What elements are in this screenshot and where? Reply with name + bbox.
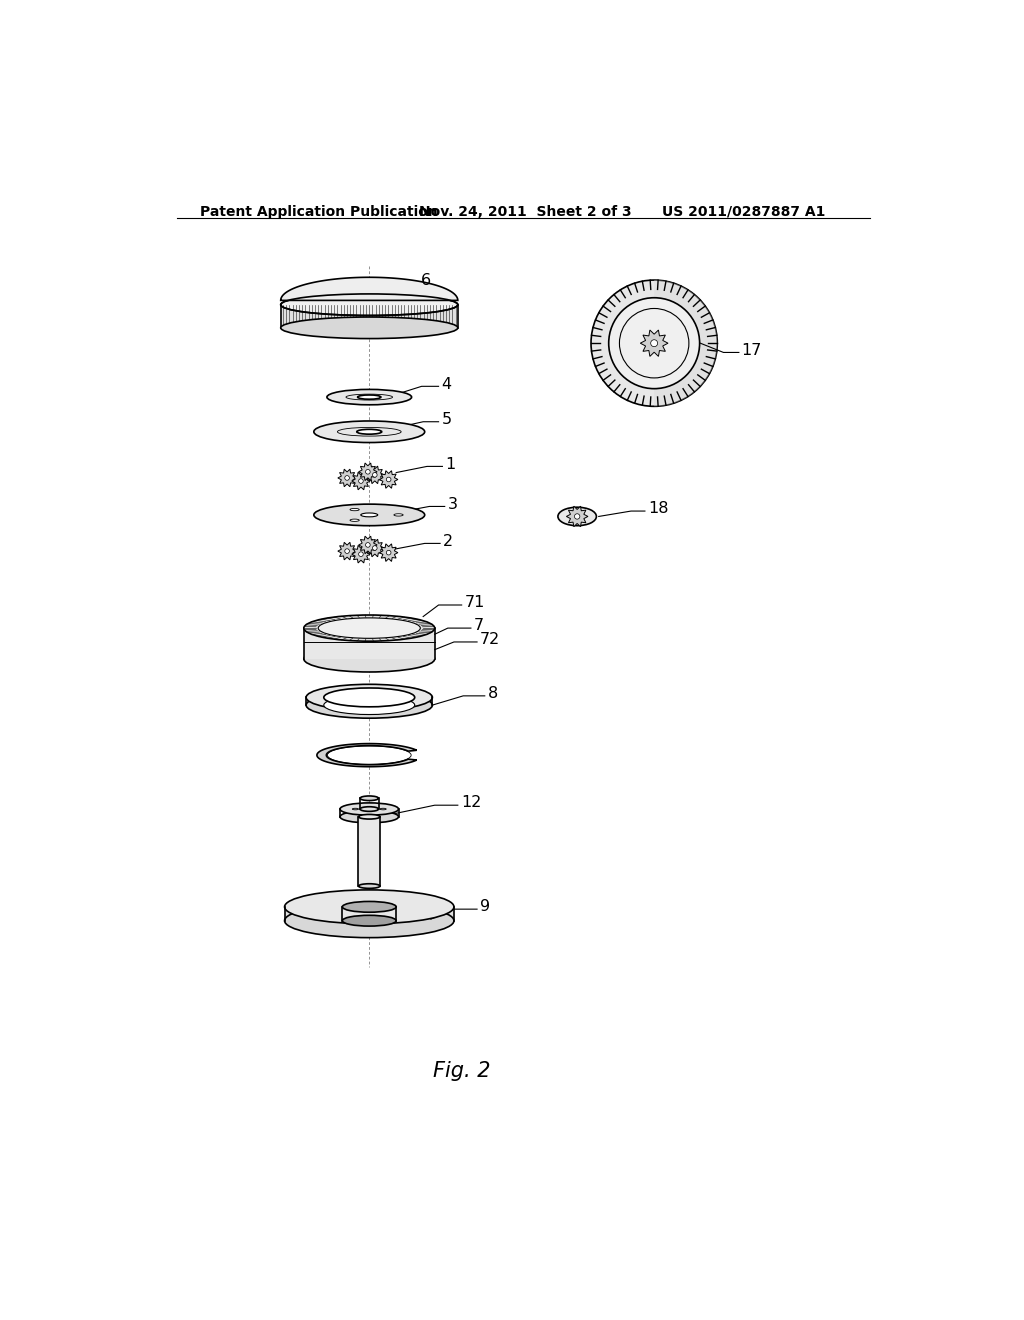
Polygon shape [380, 471, 398, 488]
Ellipse shape [318, 618, 420, 639]
Ellipse shape [304, 645, 435, 672]
Ellipse shape [306, 684, 432, 710]
Text: 2: 2 [443, 533, 454, 549]
Circle shape [620, 309, 689, 378]
Text: 12: 12 [461, 796, 481, 810]
Text: 71: 71 [465, 595, 485, 610]
Ellipse shape [327, 746, 413, 764]
Polygon shape [380, 544, 398, 561]
Polygon shape [316, 743, 417, 767]
Bar [285, 907, 454, 921]
Ellipse shape [356, 429, 382, 434]
Ellipse shape [352, 808, 358, 810]
Circle shape [345, 549, 349, 553]
Text: Nov. 24, 2011  Sheet 2 of 3: Nov. 24, 2011 Sheet 2 of 3 [419, 205, 632, 219]
Ellipse shape [358, 884, 380, 888]
Ellipse shape [304, 615, 435, 642]
Polygon shape [351, 545, 371, 562]
Ellipse shape [324, 688, 415, 706]
Text: 4: 4 [441, 376, 452, 392]
Ellipse shape [313, 421, 425, 442]
Circle shape [345, 475, 349, 480]
Text: 72: 72 [480, 632, 501, 647]
Ellipse shape [340, 810, 398, 822]
Circle shape [386, 478, 391, 482]
Polygon shape [566, 506, 588, 527]
Polygon shape [338, 469, 356, 487]
Bar [358, 817, 380, 886]
Ellipse shape [327, 389, 412, 405]
Polygon shape [640, 330, 668, 356]
Bar [281, 305, 458, 327]
Circle shape [366, 543, 371, 548]
Ellipse shape [285, 890, 454, 924]
Circle shape [608, 298, 699, 388]
Ellipse shape [285, 904, 454, 937]
Ellipse shape [342, 915, 396, 927]
Circle shape [650, 339, 657, 347]
Bar [304, 628, 435, 659]
Polygon shape [358, 463, 377, 480]
Text: 7: 7 [474, 618, 484, 634]
Polygon shape [281, 277, 458, 301]
Ellipse shape [558, 507, 596, 525]
Circle shape [373, 545, 377, 550]
Ellipse shape [360, 796, 379, 800]
Ellipse shape [324, 696, 415, 714]
Ellipse shape [342, 902, 396, 912]
Text: Fig. 2: Fig. 2 [433, 1061, 490, 1081]
Circle shape [591, 280, 717, 407]
Ellipse shape [340, 803, 398, 816]
Ellipse shape [358, 814, 380, 818]
Text: 5: 5 [441, 412, 452, 426]
Text: 6: 6 [421, 272, 431, 288]
Ellipse shape [360, 513, 378, 517]
Ellipse shape [357, 395, 381, 399]
Ellipse shape [281, 294, 458, 315]
Text: 8: 8 [487, 686, 498, 701]
Polygon shape [338, 543, 356, 560]
Text: Patent Application Publication: Patent Application Publication [200, 205, 437, 219]
Bar [306, 697, 432, 705]
Ellipse shape [281, 317, 458, 339]
Text: 17: 17 [741, 343, 762, 358]
Ellipse shape [313, 504, 425, 525]
Polygon shape [366, 540, 384, 557]
Circle shape [373, 473, 377, 478]
Text: US 2011/0287887 A1: US 2011/0287887 A1 [662, 205, 825, 219]
Circle shape [366, 470, 371, 474]
Circle shape [358, 552, 364, 557]
Polygon shape [351, 473, 371, 490]
Ellipse shape [360, 807, 379, 812]
Ellipse shape [350, 508, 359, 511]
Circle shape [386, 550, 391, 554]
Ellipse shape [394, 513, 403, 516]
Ellipse shape [380, 808, 386, 810]
Polygon shape [366, 466, 384, 483]
Circle shape [574, 513, 580, 519]
Circle shape [358, 479, 364, 483]
Text: 9: 9 [480, 899, 490, 915]
Text: 18: 18 [648, 502, 669, 516]
Text: 1: 1 [445, 457, 456, 471]
Polygon shape [654, 280, 717, 407]
Text: 3: 3 [447, 496, 458, 512]
Polygon shape [358, 536, 377, 553]
Ellipse shape [350, 519, 359, 521]
Ellipse shape [306, 692, 432, 718]
